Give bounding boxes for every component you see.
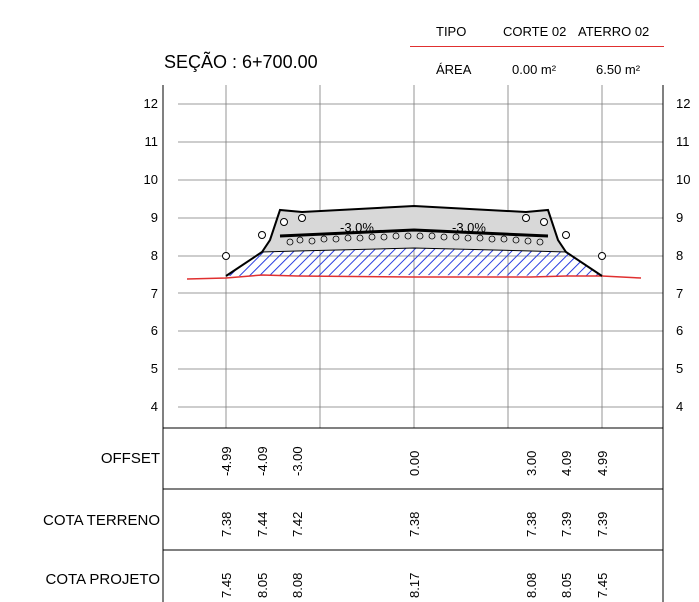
y-label-left-10: 10 [143, 172, 158, 187]
y-label-right-7: 7 [676, 286, 684, 301]
offset-value: 0.00 [407, 450, 422, 476]
y-label-right-4: 4 [676, 399, 684, 414]
section-title: SEÇÃO : 6+700.00 [164, 52, 318, 72]
cota-projeto-value: 8.05 [559, 572, 574, 598]
row-label-cota-terreno: COTA TERRENO [43, 512, 160, 529]
y-label-left-6: 6 [150, 323, 158, 338]
y-label-left-12: 12 [143, 96, 158, 111]
offset-value: 4.99 [595, 450, 610, 476]
cota-terreno-value: 7.42 [290, 511, 305, 537]
offset-value: -3.00 [290, 446, 305, 476]
cota-projeto-value: 8.05 [255, 572, 270, 598]
offset-value: -4.99 [219, 446, 234, 476]
y-label-left-9: 9 [150, 210, 158, 225]
y-label-left-7: 7 [150, 286, 158, 301]
slope-label-right: -3.0% [452, 220, 486, 235]
y-label-right-12: 12 [676, 96, 691, 111]
offset-value: 3.00 [524, 450, 539, 476]
y-label-left-11: 11 [144, 134, 159, 149]
cota-projeto-value: 7.45 [595, 572, 610, 598]
aterro-label: ATERRO 02 [578, 24, 650, 39]
offset-markers [222, 214, 606, 260]
y-label-right-9: 9 [676, 210, 684, 225]
project-outline [225, 204, 603, 277]
slope-label-left: -3.0% [340, 220, 374, 235]
cota-projeto-value: 7.45 [219, 572, 234, 598]
tipo-label: TIPO [436, 24, 467, 39]
row-label-cota-projeto: COTA PROJETO [45, 571, 160, 588]
y-label-left-4: 4 [150, 399, 158, 414]
header-divider [410, 46, 664, 47]
offset-value: -4.09 [255, 446, 270, 476]
y-label-right-6: 6 [676, 323, 684, 338]
row-label-offset: OFFSET [100, 450, 160, 467]
cota-terreno-value: 7.38 [524, 511, 539, 537]
y-label-right-10: 10 [676, 172, 691, 187]
cota-terreno-value: 7.38 [219, 511, 234, 537]
corte-label: CORTE 02 [503, 24, 567, 39]
cota-projeto-value: 8.17 [407, 572, 422, 598]
y-label-left-8: 8 [150, 248, 158, 263]
fill-area [226, 248, 602, 276]
cota-terreno-value: 7.44 [255, 511, 270, 537]
cota-terreno-value: 7.38 [407, 511, 422, 537]
corte-area-value: 0.00 m² [512, 62, 557, 77]
cota-projeto-value: 8.08 [290, 572, 305, 598]
cota-projeto-value: 8.08 [524, 572, 539, 598]
cota-terreno-value: 7.39 [559, 511, 574, 537]
y-label-right-8: 8 [676, 248, 684, 263]
y-label-right-5: 5 [676, 361, 684, 376]
y-label-left-5: 5 [150, 361, 158, 376]
cota-terreno-value: 7.39 [595, 511, 610, 537]
terrain-line [186, 274, 642, 280]
y-label-right-11: 11 [676, 134, 690, 149]
pavement-texture [286, 232, 544, 246]
aterro-area-value: 6.50 m² [596, 62, 641, 77]
area-label: ÁREA [436, 62, 472, 77]
road-surface [279, 228, 549, 238]
offset-value: 4.09 [559, 450, 574, 476]
